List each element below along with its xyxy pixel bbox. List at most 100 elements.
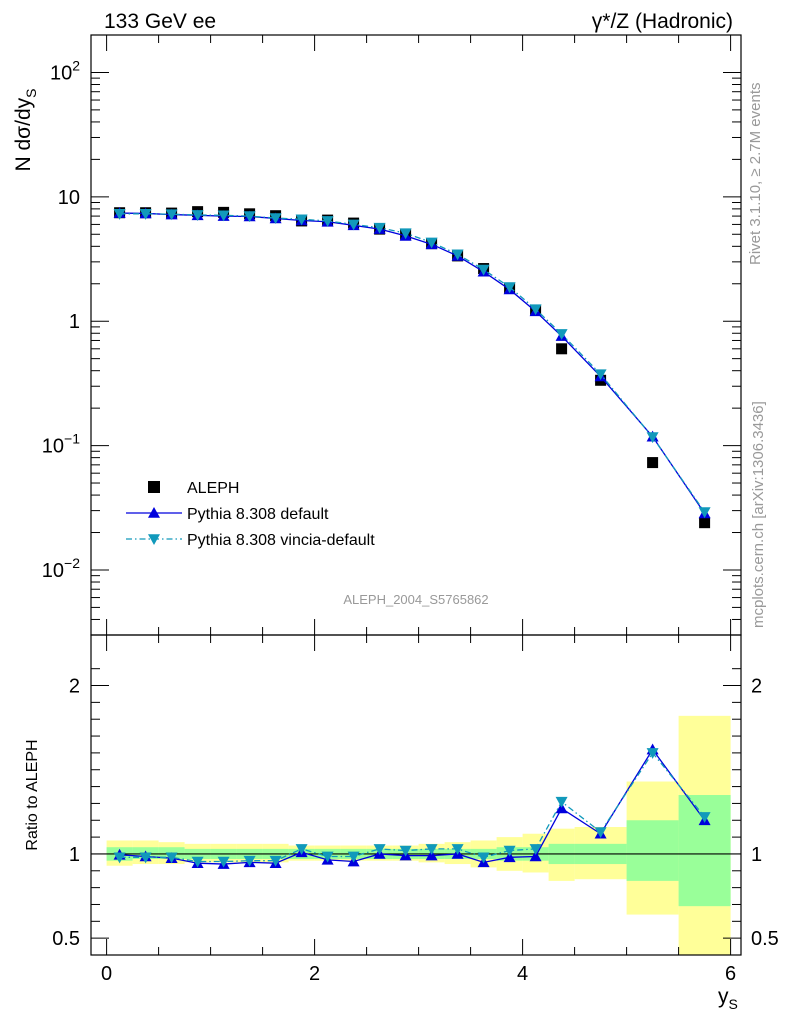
x-tick-label: 0 — [101, 963, 112, 985]
ratio-point-1 — [425, 844, 438, 855]
ylabel-main-text: N dσ/dy — [12, 97, 35, 171]
ratio-plot-area — [113, 743, 711, 869]
ratio-axes: 0 2 4 6 0.5 0.5 1 1 2 2 — [52, 635, 779, 985]
mc-point-2 — [321, 216, 334, 227]
ratio-point-1 — [139, 852, 152, 864]
rivet-version-label: Rivet 3.1.10, ≥ 2.7M events — [747, 83, 764, 266]
ratio-point-0 — [425, 849, 438, 861]
ratio-point-1 — [191, 856, 204, 868]
mc-point-2 — [243, 211, 256, 223]
analysis-watermark: ALEPH_2004_S5765862 — [343, 592, 488, 607]
mc-point-2 — [347, 219, 360, 231]
mc-point-2 — [295, 214, 308, 226]
main-plot-area — [113, 206, 711, 529]
legend-marker-2 — [148, 534, 160, 545]
chart-title-right: γ*/Z (Hadronic) — [592, 10, 733, 33]
ratio-point-1 — [295, 844, 308, 855]
legend-label-0: ALEPH — [187, 480, 239, 497]
y-tick-label-1e-2-base: 10 — [42, 560, 64, 582]
y-tick-label-1e2-exp: 2 — [72, 57, 80, 73]
data-point-aleph — [699, 517, 711, 529]
ratio-y-tick-label-right: 1 — [751, 844, 762, 866]
y-tick-label-1e-2: 10−2 — [42, 555, 80, 582]
ratio-bands — [91, 715, 741, 955]
ratio-frame — [90, 634, 742, 956]
ratio-y-tick-label: 1 — [69, 844, 80, 866]
ratio-y-tick-label-right: 0.5 — [751, 928, 779, 950]
mc-point-2 — [451, 249, 464, 261]
ratio-point-1 — [555, 796, 568, 808]
legend-marker-1 — [148, 507, 160, 518]
ratio-point-1 — [165, 852, 178, 864]
ratio-point-1 — [113, 852, 126, 864]
main-series-line-1 — [119, 212, 706, 514]
xlabel-text: y — [718, 985, 729, 1008]
x-tick-label: 4 — [517, 963, 528, 985]
mc-point-2 — [555, 329, 568, 340]
ratio-point-1 — [594, 827, 607, 839]
ylabel-main-sub: S — [23, 89, 39, 98]
legend-marker-aleph — [148, 481, 160, 493]
ratio-point-0 — [555, 802, 568, 814]
data-point-aleph — [647, 457, 659, 469]
ratio-point-1 — [698, 812, 711, 823]
mcplots-label: mcplots.cern.ch [arXiv:1306.3436] — [750, 401, 767, 628]
mc-point-2 — [477, 264, 490, 276]
mc-point-2 — [646, 432, 659, 444]
mc-point-2 — [139, 209, 152, 220]
ratio-point-1 — [477, 852, 490, 864]
ratio-point-1 — [451, 844, 464, 855]
ratio-point-1 — [243, 855, 256, 867]
legend: ALEPH Pythia 8.308 default Pythia 8.308 vi… — [126, 480, 375, 549]
ratio-band-inner — [678, 795, 731, 907]
xlabel-sub: S — [729, 996, 738, 1012]
mc-point-2 — [425, 237, 438, 249]
ratio-point-1 — [217, 856, 230, 868]
mc-point-2 — [165, 209, 178, 221]
mc-point-2 — [503, 282, 516, 294]
y-tick-label-1e2-base: 10 — [50, 62, 72, 84]
data-point-aleph — [556, 343, 568, 355]
legend-label-1: Pythia 8.308 default — [187, 506, 329, 523]
y-tick-label-1: 1 — [69, 311, 80, 333]
main-y-axis-label: N dσ/dyS — [12, 89, 39, 172]
mc-point-2 — [594, 369, 607, 381]
ratio-y-axis-label: Ratio to ALEPH — [24, 739, 41, 850]
y-tick-label-10: 10 — [58, 187, 80, 209]
ratio-point-0 — [529, 850, 542, 862]
ratio-y-tick-label: 0.5 — [52, 928, 80, 950]
y-tick-label-1e-1-base: 10 — [42, 436, 64, 458]
ratio-point-1 — [347, 851, 360, 863]
ratio-y-tick-label-right: 2 — [751, 676, 762, 698]
mc-point-2 — [373, 222, 386, 234]
x-tick-label: 6 — [725, 963, 736, 985]
ratio-point-1 — [321, 851, 334, 863]
ratio-point-0 — [503, 851, 516, 863]
mc-point-2 — [217, 210, 230, 222]
x-axis-label: yS — [718, 985, 738, 1012]
mc-point-2 — [399, 228, 412, 240]
mc-point-2 — [269, 213, 282, 225]
y-tick-label-1e2: 102 — [50, 57, 80, 84]
y-tick-label-1e-1: 10−1 — [42, 431, 80, 458]
ratio-point-1 — [503, 845, 516, 857]
chart-title-left: 133 GeV ee — [104, 10, 216, 33]
mc-point-2 — [529, 304, 542, 316]
ratio-point-1 — [399, 845, 412, 857]
ratio-band-inner — [626, 820, 679, 881]
ratio-y-tick-label: 2 — [69, 676, 80, 698]
mc-point-2 — [191, 210, 204, 221]
ratio-point-1 — [373, 844, 386, 855]
x-tick-label: 2 — [309, 963, 320, 985]
ratio-point-1 — [269, 855, 282, 867]
mc-point-2 — [698, 507, 711, 519]
y-tick-label-1e-2-exp: −2 — [64, 555, 80, 571]
ratio-point-1 — [529, 844, 542, 855]
mc-point-2 — [113, 209, 126, 220]
main-series-line-2 — [119, 213, 706, 513]
ratio-series-line-1 — [119, 751, 706, 863]
y-tick-label-1e-1-exp: −1 — [64, 431, 80, 447]
legend-label-2: Pythia 8.308 vincia-default — [187, 532, 375, 549]
